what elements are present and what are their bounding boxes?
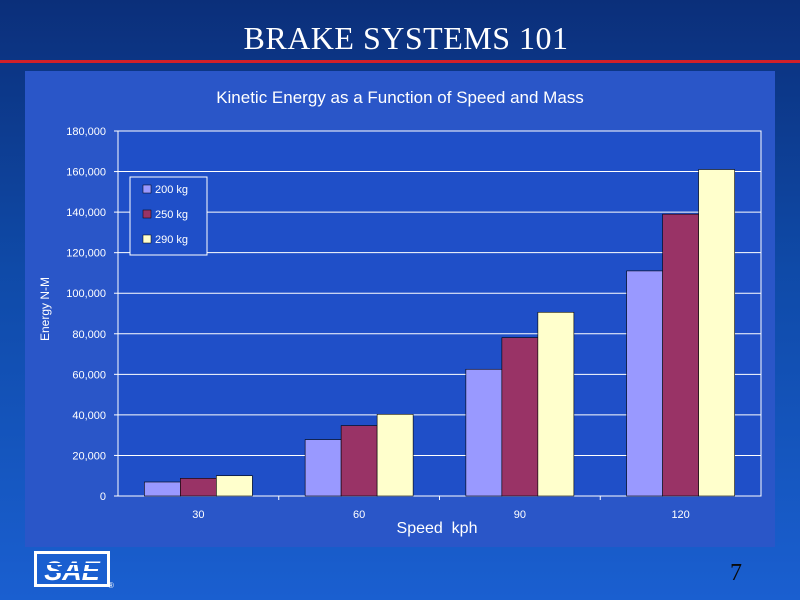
y-tick-label: 40,000 bbox=[72, 410, 106, 422]
bar-290kg-90 bbox=[537, 311, 575, 497]
bar-290kg-120 bbox=[698, 169, 735, 497]
y-axis-ticks: 0 20,000 40,000 60,000 80,000 100,000 120,000 1… bbox=[66, 126, 118, 503]
y-tick-label: 20,000 bbox=[72, 450, 106, 462]
legend-label-290kg: 290 kg bbox=[155, 234, 188, 246]
bar-250kg-30 bbox=[180, 478, 217, 497]
bar-290kg-60 bbox=[376, 413, 414, 497]
y-tick-label: 0 bbox=[100, 491, 106, 503]
legend-swatch-290kg bbox=[142, 234, 152, 244]
registered-mark: ® bbox=[108, 581, 114, 589]
x-tick-label: 60 bbox=[353, 509, 365, 521]
bar-250kg-120 bbox=[662, 213, 699, 497]
y-tick-label: 80,000 bbox=[72, 329, 106, 341]
legend-label-250kg: 250 kg bbox=[155, 209, 188, 221]
y-tick-label: 60,000 bbox=[72, 369, 106, 381]
chart-title: Kinetic Energy as a Function of Speed an… bbox=[216, 88, 584, 107]
bar-200kg-60 bbox=[304, 439, 342, 497]
x-tick-label: 90 bbox=[514, 509, 526, 521]
legend: 200 kg 250 kg 290 kg bbox=[129, 176, 208, 256]
bar-250kg-60 bbox=[340, 425, 378, 497]
x-axis-ticks: 30 60 90 120 bbox=[192, 496, 690, 521]
slide-title: BRAKE SYSTEMS 101 bbox=[243, 20, 569, 56]
legend-swatch-250kg bbox=[142, 209, 152, 219]
title-divider bbox=[0, 60, 800, 63]
x-tick-label: 30 bbox=[192, 509, 204, 521]
y-tick-label: 180,000 bbox=[66, 126, 106, 138]
bar-200kg-30 bbox=[144, 481, 181, 497]
y-tick-label: 160,000 bbox=[66, 167, 106, 179]
bar-250kg-90 bbox=[501, 337, 539, 497]
page-number: 7 bbox=[730, 560, 742, 586]
bar-200kg-90 bbox=[465, 368, 503, 497]
sae-logo: SAE ® bbox=[34, 551, 114, 589]
legend-label-200kg: 200 kg bbox=[155, 184, 188, 196]
bar-290kg-30 bbox=[216, 475, 253, 497]
y-axis-label: Energy N-M bbox=[38, 277, 52, 341]
kinetic-energy-chart: Kinetic Energy as a Function of Speed an… bbox=[38, 88, 762, 537]
bars bbox=[144, 169, 735, 497]
y-tick-label: 120,000 bbox=[66, 248, 106, 260]
y-tick-label: 100,000 bbox=[66, 288, 106, 300]
bar-200kg-120 bbox=[626, 270, 663, 497]
y-tick-label: 140,000 bbox=[66, 207, 106, 219]
x-axis-label: Speed kph bbox=[397, 520, 478, 537]
legend-swatch-200kg bbox=[142, 184, 152, 194]
x-tick-label: 120 bbox=[671, 509, 689, 521]
